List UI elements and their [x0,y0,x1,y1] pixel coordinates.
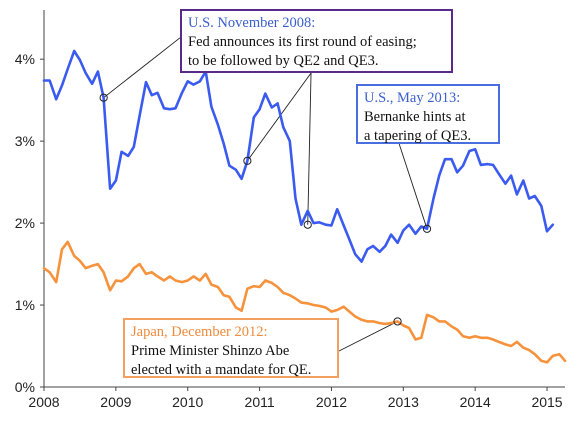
y-tick-label: 1% [15,297,35,313]
annotation-leader-line [247,72,312,162]
annotation-heading: U.S., May 2013: [364,90,461,106]
annotation-marker [422,224,432,233]
annotation-leader-line [398,143,428,229]
annotation-marker [393,317,402,326]
x-tick-label: 2013 [388,394,419,410]
annotation-us-2008: U.S. November 2008: Fed announces its fi… [180,9,453,73]
annotation-marker [99,93,108,102]
annotation-text: Prime Minister Shinzo Abe elected with a… [131,343,312,378]
x-tick-label: 2015 [531,394,562,410]
tick-labels: 0% 1% 2% 3% 4% 2008 2009 2010 2011 2012 2013 2014 20… [15,51,563,410]
annotation-us-2013: U.S., May 2013: Bernanke hints at a tape… [356,84,500,144]
y-tick-label: 3% [15,133,35,149]
annotation-leader-line [103,37,181,99]
x-tick-label: 2008 [28,394,59,410]
x-tick-label: 2009 [100,394,131,410]
annotation-jp-2012: Japan, December 2012: Prime Minister Shi… [123,318,339,378]
series-line-1 [42,49,555,263]
annotation-marker [303,220,312,229]
annotation-marker [243,156,252,165]
annotation-heading: U.S. November 2008: [188,15,316,31]
annotation-heading: Japan, December 2012: [131,324,268,340]
annotation-leaders [103,37,428,352]
y-tick-label: 0% [15,379,35,395]
y-tick-label: 4% [15,51,35,67]
annotation-leader-line [338,321,398,352]
annotation-markers [99,93,432,326]
x-tick-label: 2012 [316,394,347,410]
annotation-leader-line [307,72,312,225]
y-tick-label: 2% [15,215,35,231]
x-tick-label: 2010 [172,394,203,410]
series-line-2 [42,240,567,364]
x-tick-label: 2014 [460,394,491,410]
x-tick-label: 2011 [245,394,275,410]
series-lines [42,49,567,364]
annotation-text: Fed announces its first round of easing;… [188,34,417,69]
axes [40,10,565,391]
annotation-text: Bernanke hints at a tapering of QE3. [364,109,472,144]
